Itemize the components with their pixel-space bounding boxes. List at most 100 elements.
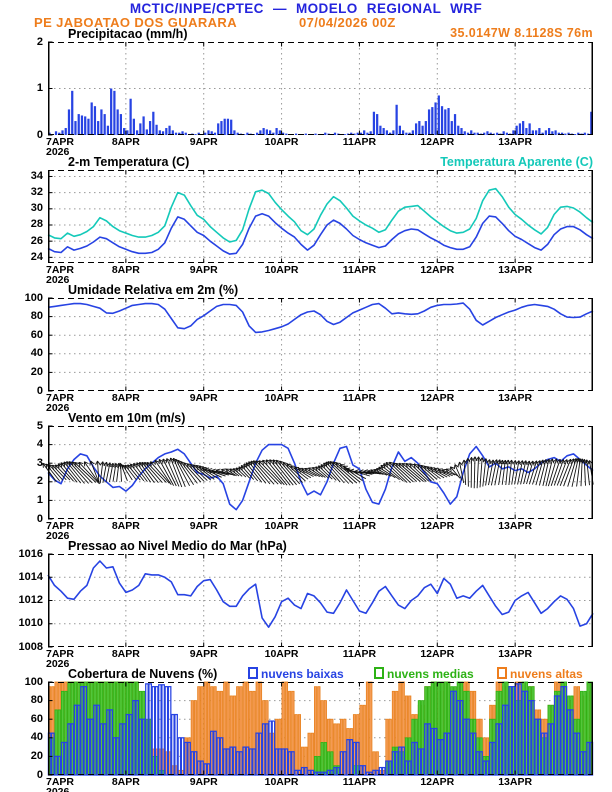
cloud-bar bbox=[544, 732, 548, 776]
cloud-bar bbox=[320, 742, 324, 776]
wind-arrow-head bbox=[240, 465, 243, 470]
precip-bar bbox=[275, 128, 278, 135]
precip-bar bbox=[564, 133, 567, 135]
wind-arrow-head bbox=[51, 465, 54, 470]
wind-arrow-head bbox=[573, 458, 575, 464]
wind-arrow-head bbox=[325, 461, 328, 467]
wind-arrow-head bbox=[508, 459, 512, 465]
precip-bar bbox=[139, 123, 142, 136]
wind-arrow-shaft bbox=[60, 462, 78, 483]
wind-arrow-head bbox=[74, 462, 77, 468]
series-line bbox=[47, 212, 594, 255]
wind-arrow-shaft bbox=[553, 459, 564, 486]
wind-arrow-head bbox=[323, 462, 329, 466]
precip-bar bbox=[262, 128, 265, 135]
wind-arrow-shaft bbox=[488, 459, 494, 486]
precipitation-plot bbox=[48, 41, 593, 136]
cloud-bar bbox=[63, 741, 68, 776]
wind-arrow-head bbox=[383, 463, 386, 469]
precip-bar bbox=[294, 133, 298, 135]
precip-bar bbox=[64, 128, 67, 135]
wind-arrow-shaft bbox=[505, 459, 509, 486]
wind-arrow-shaft bbox=[514, 460, 520, 485]
wind-arrow-shaft bbox=[186, 463, 205, 482]
precip-bar bbox=[505, 132, 509, 135]
wind-arrow-head bbox=[380, 465, 384, 470]
x-tick-label: 8APR bbox=[111, 264, 140, 276]
wind-arrow-head bbox=[154, 459, 160, 463]
wind-arrow-head bbox=[465, 458, 469, 463]
station-name: PE JABOATAO DOS GUARARA bbox=[34, 15, 238, 30]
wind-arrow-head bbox=[84, 461, 89, 465]
wind-arrow-head bbox=[336, 462, 341, 465]
cloud-bar bbox=[463, 718, 467, 776]
wind-arrow-head bbox=[363, 469, 368, 472]
wind-arrow-shaft bbox=[427, 466, 445, 479]
x-tick-label: 11APR bbox=[342, 264, 377, 276]
wind-arrow-head bbox=[433, 468, 438, 473]
y-tick-label: 4 bbox=[36, 438, 43, 451]
precip-bar bbox=[194, 134, 197, 135]
wind-arrow-shaft bbox=[320, 464, 337, 481]
precip-bar bbox=[207, 130, 210, 135]
precip-bar bbox=[547, 128, 551, 135]
wind-arrow-head bbox=[467, 458, 471, 463]
wind-arrow-head bbox=[317, 465, 321, 471]
wind-arrow-head bbox=[349, 468, 355, 472]
precip-bar bbox=[181, 131, 184, 135]
y-tick-label: 3 bbox=[36, 456, 43, 469]
wind-arrow-shaft bbox=[146, 462, 167, 483]
model-title: MCTIC/INPE/CPTEC — MODELO REGIONAL WRF bbox=[129, 1, 483, 16]
wind-arrow-shaft bbox=[409, 463, 430, 482]
precip-bar bbox=[411, 130, 414, 135]
cloud-bar bbox=[265, 723, 269, 776]
y-tick-label: 20 bbox=[30, 365, 43, 378]
wind-arrow-shaft bbox=[124, 464, 137, 481]
wind-arrow-head bbox=[392, 462, 395, 468]
x-tick-label: 11APR bbox=[342, 136, 377, 148]
wind-arrow-shaft bbox=[133, 463, 148, 482]
cloud-bar bbox=[242, 746, 247, 776]
wind-arrow-head bbox=[78, 461, 84, 465]
wind-arrow-head bbox=[235, 467, 238, 473]
wind-arrow-head bbox=[320, 464, 323, 470]
x-tick-label: 7APR bbox=[46, 520, 75, 532]
wind-arrow-shaft bbox=[430, 467, 448, 478]
wind-arrow-head bbox=[499, 459, 503, 464]
wind-arrow-head bbox=[579, 458, 583, 463]
precip-bar bbox=[243, 134, 246, 135]
wind-arrow-shaft bbox=[445, 468, 459, 477]
wind-arrow-head bbox=[236, 467, 241, 470]
wind-arrow-shaft bbox=[154, 460, 172, 485]
wind-arrow-shaft bbox=[74, 462, 97, 483]
wind-arrow-shaft bbox=[463, 459, 467, 486]
wind-arrow-head bbox=[339, 464, 343, 469]
wind-arrow-head bbox=[577, 458, 581, 463]
wind-arrow-head bbox=[340, 463, 345, 466]
precip-bar bbox=[100, 109, 103, 135]
wind-arrow-head bbox=[329, 461, 332, 467]
wind-arrow-shaft bbox=[136, 462, 152, 483]
x-tick-label: 9APR bbox=[189, 264, 218, 276]
wind-arrow-head bbox=[327, 461, 330, 467]
precip-bar bbox=[197, 132, 200, 135]
wind-arrow-shaft bbox=[102, 462, 108, 483]
panel-title-humidity: Umidade Relativa em 2m (%) bbox=[68, 283, 239, 297]
wind-arrow-shaft bbox=[498, 460, 503, 485]
wind-arrow-shaft bbox=[454, 464, 463, 481]
wind-arrow-head bbox=[252, 460, 255, 466]
wind-arrow-shaft bbox=[122, 464, 133, 481]
wind-arrow-head bbox=[97, 460, 101, 466]
x-tick-label: 7APR bbox=[46, 264, 75, 276]
y-tick-label: 100 bbox=[24, 291, 43, 304]
wind-arrow-head bbox=[345, 467, 351, 470]
precip-bar bbox=[74, 121, 77, 135]
precip-bar bbox=[184, 132, 187, 135]
wind-arrow-head bbox=[471, 457, 475, 462]
wind-arrow-shaft bbox=[485, 459, 491, 486]
x-axis-year-label: 2026 bbox=[46, 658, 70, 670]
cloud-bar bbox=[352, 741, 357, 776]
wind-arrow-head bbox=[441, 469, 446, 474]
wind-arrow-shaft bbox=[120, 464, 128, 481]
wind-arrow-shaft bbox=[57, 463, 74, 482]
